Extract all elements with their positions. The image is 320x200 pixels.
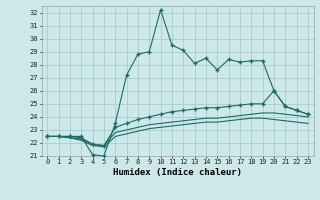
X-axis label: Humidex (Indice chaleur): Humidex (Indice chaleur)	[113, 168, 242, 177]
